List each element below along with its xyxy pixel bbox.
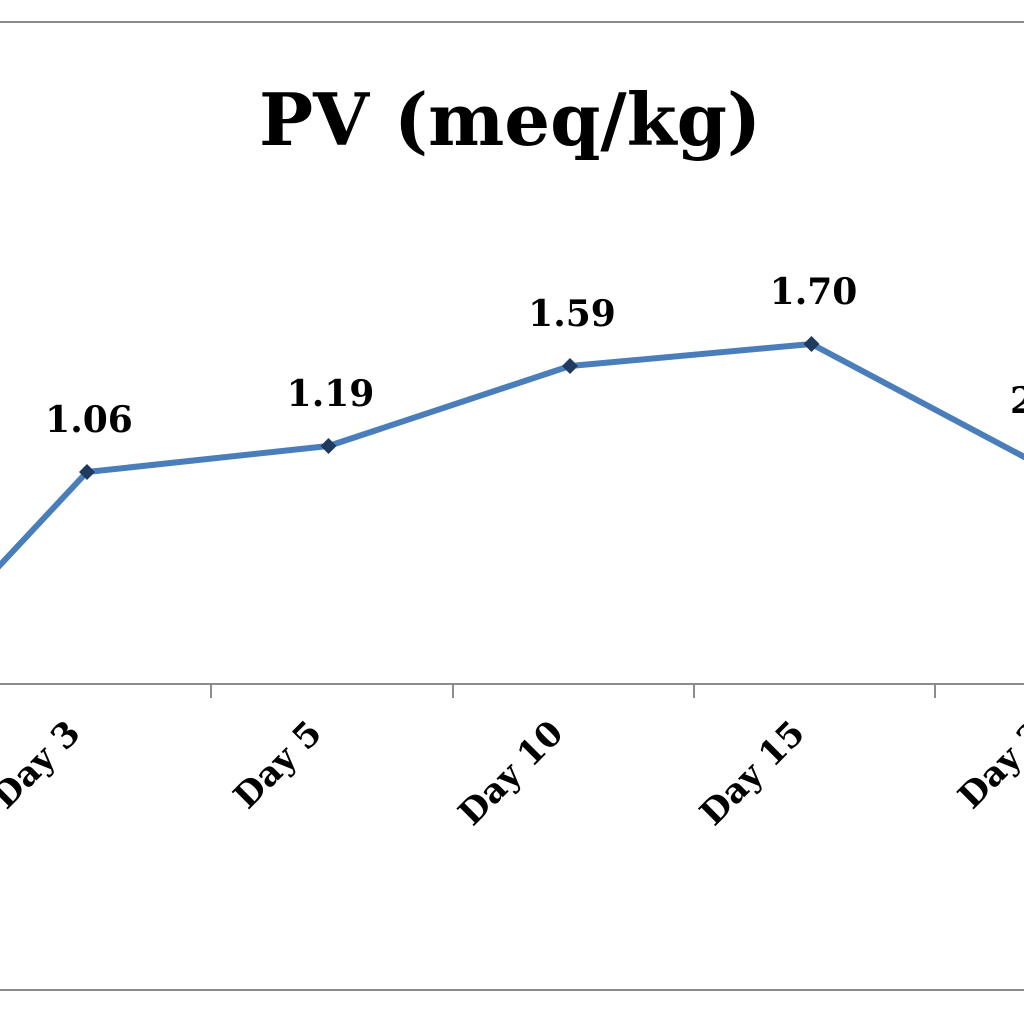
x-axis-tick-labels: Day 3 Day 5 Day 10 Day 15 Day 2 <box>0 713 1024 834</box>
data-labels: 1.06 1.19 1.59 1.70 2 <box>45 271 1024 441</box>
x-tick-label: Day 15 <box>692 713 813 834</box>
data-label: 2 <box>1010 380 1024 422</box>
chart-title: PV (meq/kg) <box>259 77 761 162</box>
data-point-marker <box>320 438 337 454</box>
series-line <box>0 341 1024 570</box>
data-label: 1.19 <box>287 373 375 415</box>
x-axis-ticks <box>210 684 936 698</box>
data-markers <box>79 336 820 480</box>
data-point-marker <box>562 358 578 374</box>
x-tick-label: Day 5 <box>226 713 330 817</box>
data-label: 1.70 <box>770 271 858 313</box>
data-point-marker <box>79 464 95 480</box>
x-tick-label: Day 3 <box>0 713 88 817</box>
data-label: 1.06 <box>45 399 133 441</box>
x-tick-label: Day 10 <box>451 713 572 834</box>
data-label: 1.59 <box>528 293 616 335</box>
x-tick-label: Day 2 <box>951 713 1024 817</box>
data-point-marker <box>803 336 820 352</box>
